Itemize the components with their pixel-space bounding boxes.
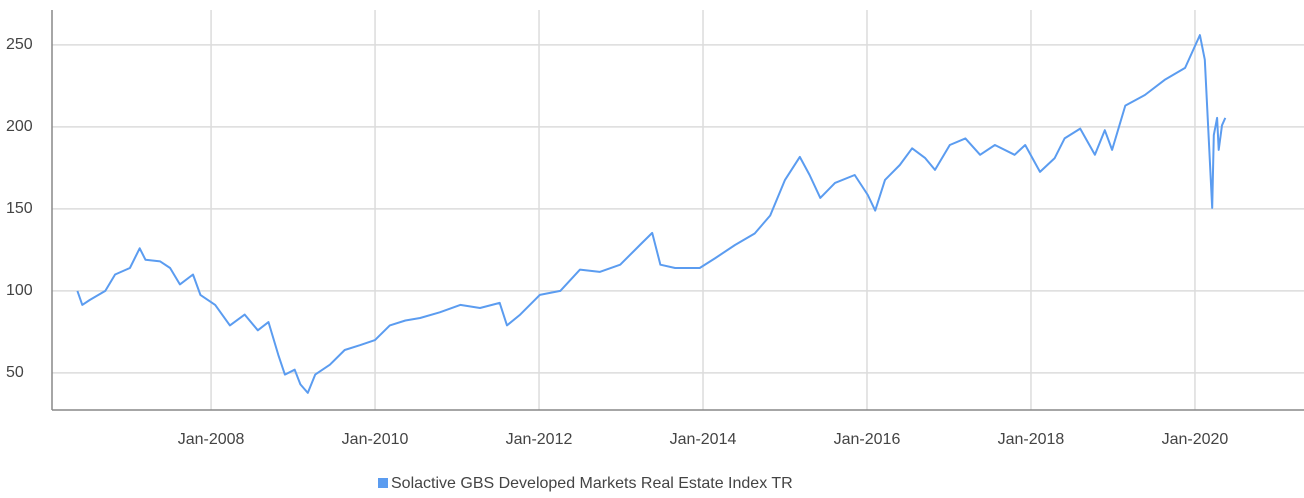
y-tick-label: 150 — [6, 200, 33, 217]
legend-label: Solactive GBS Developed Markets Real Est… — [391, 475, 793, 492]
x-tick-label: Jan-2012 — [506, 431, 573, 448]
legend-marker — [378, 478, 388, 488]
x-tick-label: Jan-2020 — [1162, 431, 1229, 448]
y-tick-label: 50 — [6, 364, 24, 381]
y-tick-label: 200 — [6, 118, 33, 135]
x-tick-label: Jan-2008 — [178, 431, 245, 448]
x-tick-label: Jan-2016 — [834, 431, 901, 448]
x-tick-label: Jan-2014 — [670, 431, 737, 448]
y-tick-label: 250 — [6, 36, 33, 53]
y-tick-label: 100 — [6, 282, 33, 299]
x-tick-label: Jan-2010 — [342, 431, 409, 448]
x-tick-label: Jan-2018 — [998, 431, 1065, 448]
line — [76, 34, 1227, 394]
